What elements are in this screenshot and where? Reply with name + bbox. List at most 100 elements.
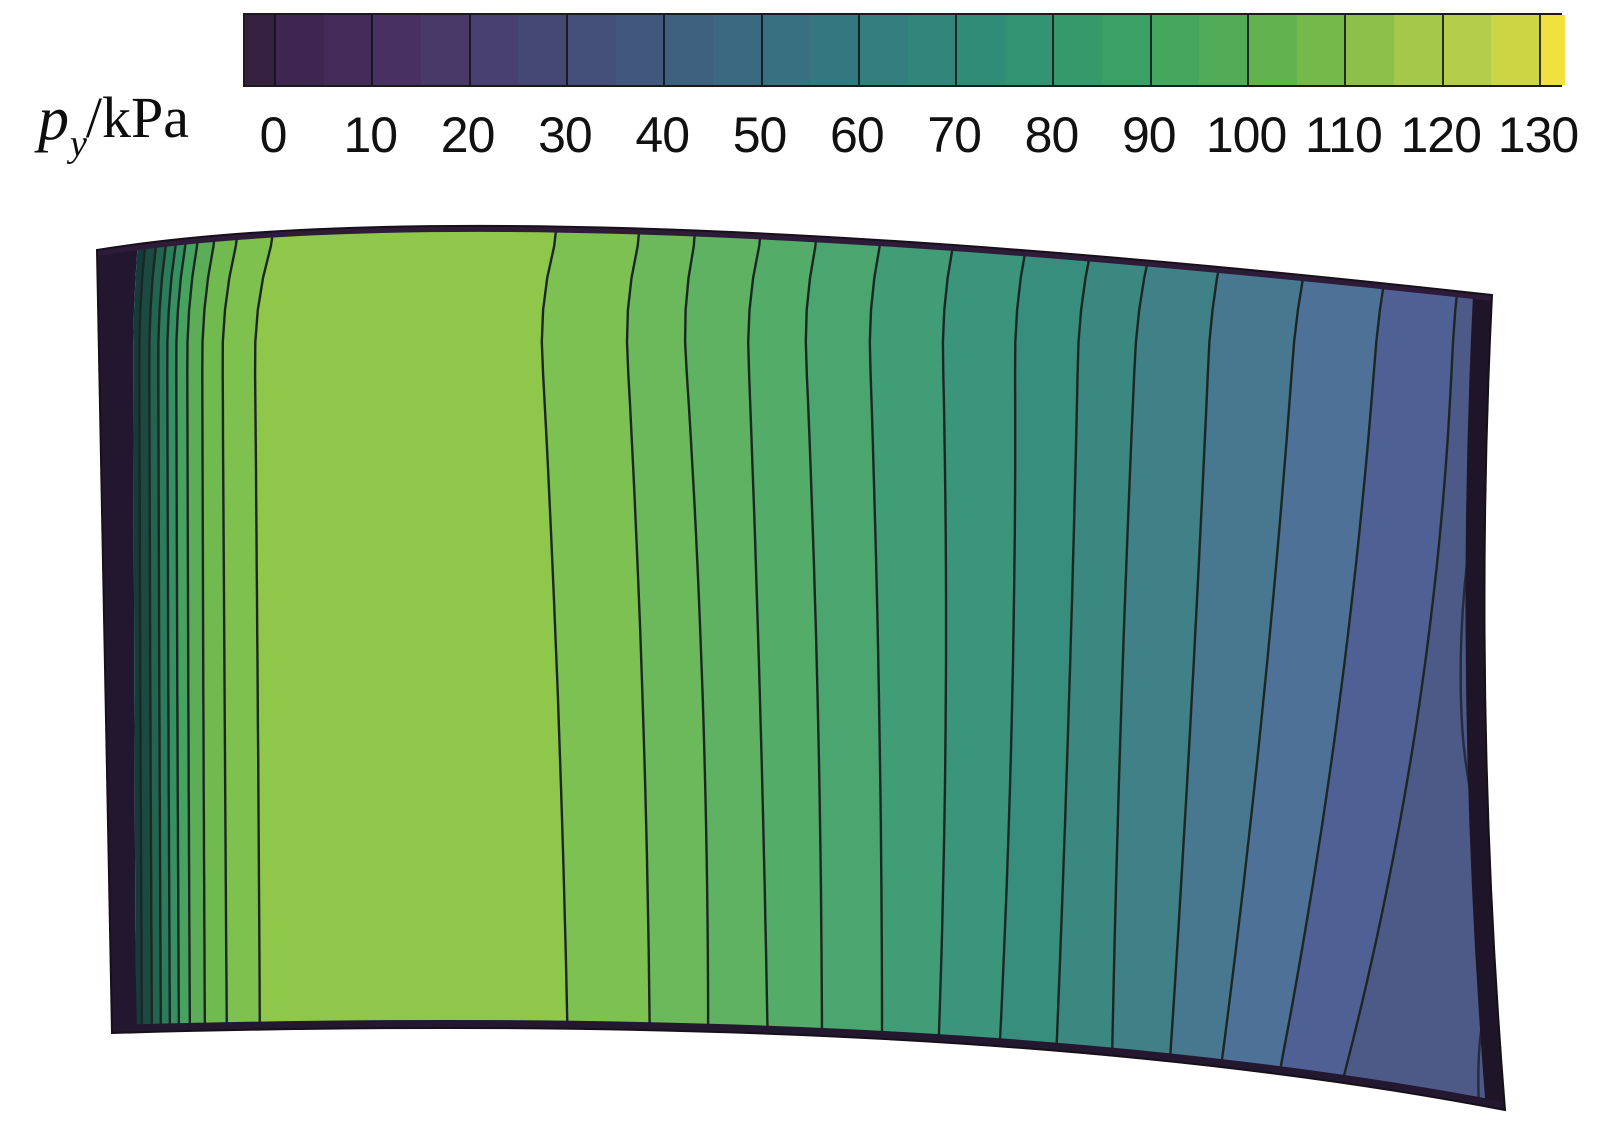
contour-line <box>1264 225 1400 1110</box>
colorbar-segment <box>810 15 860 85</box>
colorbar-tick-label: 130 <box>1497 107 1579 163</box>
passage-outline <box>95 224 1507 1112</box>
contour-line <box>148 225 160 1110</box>
contour-line <box>201 225 219 1110</box>
colorbar-tick-line <box>1344 15 1347 85</box>
colorbar-segment <box>420 15 471 85</box>
colorbar-tick-line <box>955 15 958 85</box>
colorbar-tick-label: 10 <box>343 107 398 163</box>
colorbar-tick-label: 50 <box>732 107 788 163</box>
contour-band <box>748 225 822 1110</box>
contour-line <box>746 225 771 1110</box>
colorbar-tick-line <box>274 15 276 85</box>
contour-band <box>1326 225 1505 1110</box>
contour-line <box>175 225 190 1110</box>
contour-line <box>1051 225 1098 1110</box>
colorbar-tick-line <box>1247 15 1250 85</box>
pressure-unit-label: py/kPa <box>38 84 189 165</box>
colorbar-segment <box>245 15 276 85</box>
colorbar-tick-line <box>1052 15 1055 85</box>
contour-band <box>139 225 158 1110</box>
colorbar-tick-label: 110 <box>1305 107 1383 163</box>
colorbar-tick-label: 30 <box>538 107 593 163</box>
contour-band <box>1110 225 1230 1110</box>
colorbar-tick-line <box>663 15 666 85</box>
colorbar-segment <box>372 15 422 85</box>
contour-band <box>869 225 956 1110</box>
colorbar-segment <box>1296 15 1346 85</box>
contour-line <box>933 225 958 1110</box>
colorbar-segment <box>858 15 909 85</box>
colorbar-segment <box>761 15 811 85</box>
colorbar-tick-line <box>1539 15 1542 85</box>
colorbar-segment <box>907 15 957 85</box>
colorbar-tick-label: 120 <box>1400 107 1482 163</box>
colorbar-segment <box>1540 15 1565 85</box>
contour-lines <box>138 225 1492 1110</box>
contour-line <box>993 225 1031 1110</box>
contour-bands <box>97 225 1505 1110</box>
colorbar-segment <box>664 15 714 85</box>
contour-band <box>255 225 570 1110</box>
colorbar-segment <box>1053 15 1103 85</box>
colorbar-segment <box>956 15 1006 85</box>
contour-line <box>186 225 202 1110</box>
colorbar-segment <box>518 15 568 85</box>
colorbar-segment <box>566 15 617 85</box>
colorbar-segment <box>1004 15 1055 85</box>
colorbar-segment <box>275 15 325 85</box>
colorbar-segment <box>1248 15 1298 85</box>
colorbar-segment <box>469 15 519 85</box>
colorbar-tick-label: 60 <box>830 107 885 163</box>
contour-line <box>868 225 884 1110</box>
colorbar <box>243 13 1565 87</box>
contour-band <box>1265 225 1466 1110</box>
contour-band <box>222 225 276 1110</box>
contour-band <box>167 225 188 1110</box>
contour-line <box>138 225 149 1110</box>
colorbar-tick-line <box>565 15 568 85</box>
contour-band <box>1211 225 1398 1110</box>
colorbar-tick-label: 100 <box>1205 107 1287 163</box>
contour-line <box>221 225 242 1110</box>
colorbar-tick-label: 20 <box>440 107 496 163</box>
colorbar-tick-label: 80 <box>1024 107 1080 163</box>
unit-subscript-y: y <box>70 123 87 165</box>
colorbar-tick-label: 0 <box>259 107 288 163</box>
colorbar-segment <box>1394 15 1444 85</box>
contour-band <box>1164 225 1318 1110</box>
colorbar-segment <box>1150 15 1201 85</box>
contour-line <box>683 225 710 1110</box>
contour-line <box>1163 225 1232 1110</box>
colorbar-tick-line <box>857 15 860 85</box>
contour-line <box>625 225 652 1110</box>
colorbar-tick-line <box>760 15 763 85</box>
contour-line <box>1325 225 1467 1110</box>
contour-line <box>157 225 170 1110</box>
colorbar-segment <box>1442 15 1492 85</box>
colorbar-segment <box>1491 15 1541 85</box>
unit-denominator: /kPa <box>85 85 189 150</box>
contour-line <box>540 225 571 1110</box>
contour-line <box>1109 225 1161 1110</box>
colorbar-segment <box>323 15 373 85</box>
colorbar-tick-line <box>1441 15 1444 85</box>
contour-band <box>202 225 240 1110</box>
colorbar-segment <box>1199 15 1249 85</box>
contour-line <box>253 225 277 1110</box>
contour-band <box>994 225 1097 1110</box>
colorbar-tick-label: 70 <box>927 107 982 163</box>
contour-band <box>805 225 883 1110</box>
contour-line <box>1209 225 1319 1110</box>
unit-symbol-p: p <box>38 85 69 153</box>
colorbar-segment <box>1102 15 1152 85</box>
colorbar-tick-line <box>1149 15 1152 85</box>
colorbar-tick-label: 40 <box>635 107 690 163</box>
contour-band <box>685 225 770 1110</box>
contour-band <box>541 225 651 1110</box>
colorbar-segment <box>1345 15 1395 85</box>
colorbar-tick-label: 90 <box>1121 107 1177 163</box>
colorbar-segment <box>712 15 763 85</box>
